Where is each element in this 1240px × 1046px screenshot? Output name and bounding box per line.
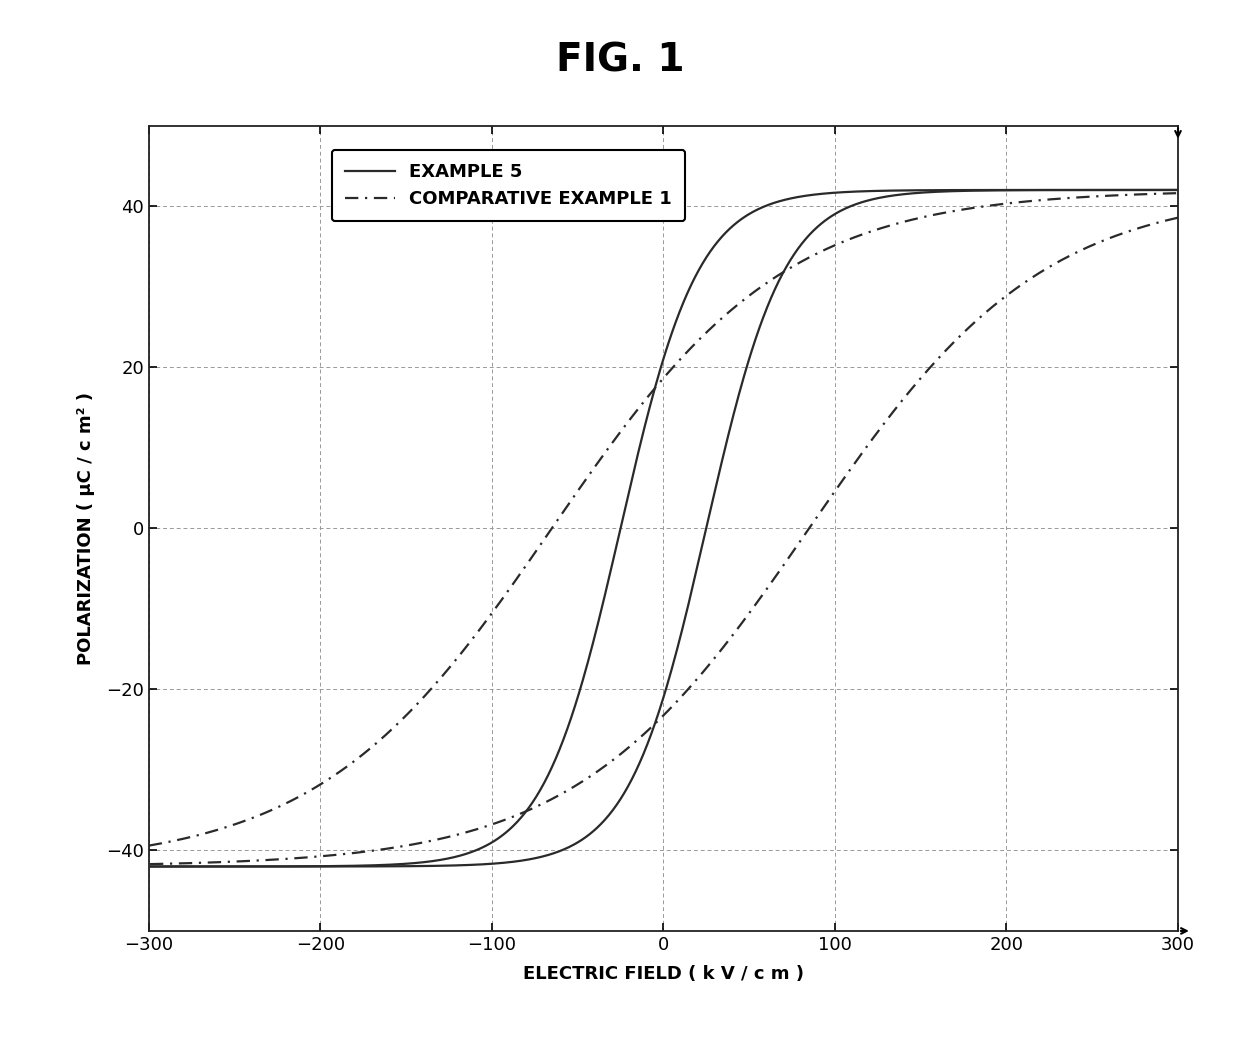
Text: FIG. 1: FIG. 1 <box>556 42 684 79</box>
Y-axis label: POLARIZATION ( μC / c m² ): POLARIZATION ( μC / c m² ) <box>77 392 95 664</box>
Legend: EXAMPLE 5, COMPARATIVE EXAMPLE 1: EXAMPLE 5, COMPARATIVE EXAMPLE 1 <box>332 150 684 221</box>
X-axis label: ELECTRIC FIELD ( k V / c m ): ELECTRIC FIELD ( k V / c m ) <box>523 964 804 983</box>
